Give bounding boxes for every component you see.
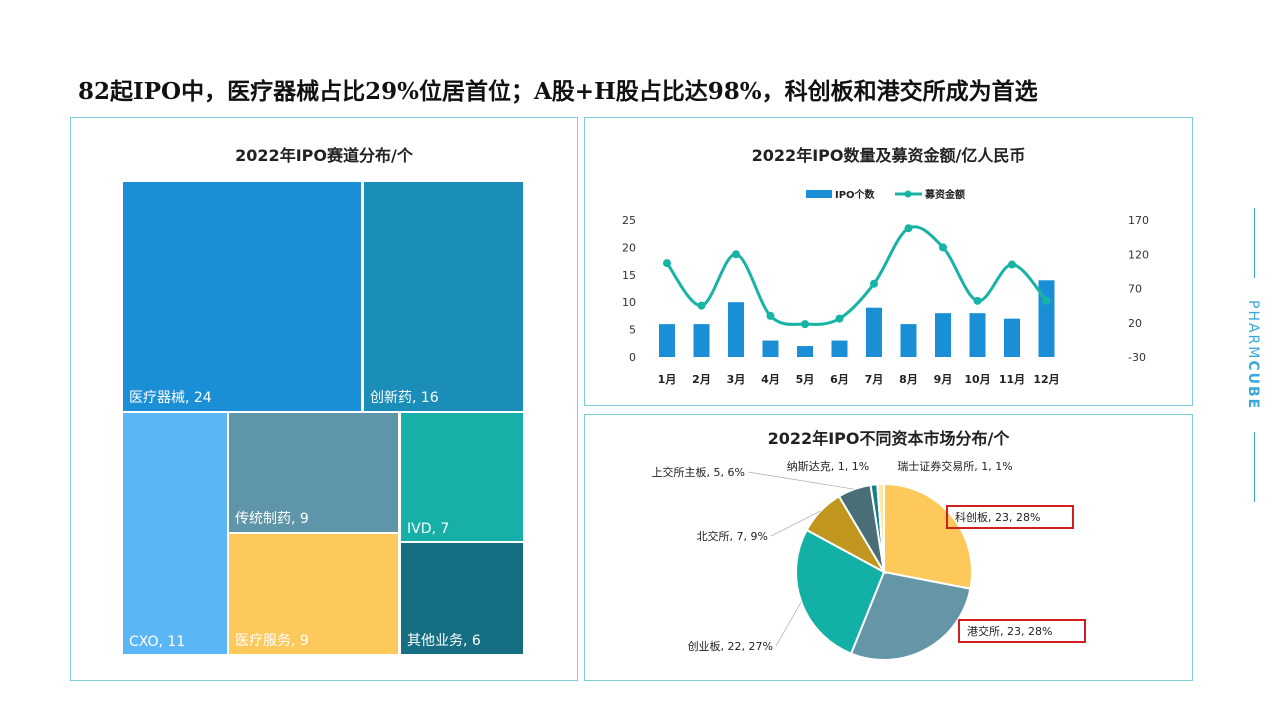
leader-line: [770, 510, 821, 537]
bar: [900, 324, 917, 357]
treemap-tile: 医疗器械, 24: [123, 182, 361, 411]
line-point: [1042, 296, 1051, 305]
line-point: [973, 296, 982, 305]
x-axis-tick: 9月: [934, 373, 953, 386]
x-axis-tick: 4月: [761, 373, 780, 386]
line-point: [870, 279, 878, 288]
treemap-tile: 其他业务, 6: [401, 543, 523, 654]
x-axis-tick: 1月: [658, 373, 677, 386]
bar-line-title: 2022年IPO数量及募资金额/亿人民币: [751, 146, 1026, 165]
bar: [831, 340, 848, 357]
left-axis-tick: 10: [622, 296, 636, 309]
x-axis-tick: 6月: [830, 373, 849, 386]
right-axis-tick: 70: [1128, 283, 1142, 296]
left-axis-tick: 15: [622, 269, 636, 282]
right-axis-tick: 20: [1128, 317, 1142, 330]
x-axis-tick: 7月: [865, 373, 884, 386]
brand-logo: PHARMCUBE: [1245, 300, 1261, 411]
pie-label: 北交所, 7, 9%: [697, 529, 768, 543]
line-point: [766, 311, 775, 320]
line-point: [801, 320, 809, 329]
page-title: 82起IPO中，医疗器械占比29%位居首位；A股+H股占比达98%，科创板和港交…: [78, 78, 1038, 105]
x-axis-tick: 3月: [727, 373, 746, 386]
right-axis-tick: -30: [1128, 351, 1146, 364]
treemap-tile: 传统制药, 9: [229, 413, 398, 532]
bar: [659, 324, 675, 357]
brand-line-bottom: [1254, 432, 1255, 502]
treemap-tile: 创新药, 16: [364, 182, 523, 411]
x-axis-tick: 8月: [899, 373, 918, 386]
legend-line-marker: [904, 190, 912, 198]
bar: [693, 324, 710, 357]
bar: [1004, 318, 1020, 357]
pie-label: 创业板, 22, 27%: [688, 639, 773, 653]
x-axis-tick: 2月: [692, 373, 711, 386]
highlight-box: [958, 619, 1086, 643]
right-axis-tick: 170: [1128, 214, 1149, 227]
treemap-tile: IVD, 7: [401, 413, 523, 541]
brand-line-top: [1254, 208, 1255, 278]
x-axis-tick: 11月: [999, 373, 1025, 386]
left-axis-tick: 0: [629, 351, 636, 364]
leader-line: [747, 471, 855, 490]
line-point: [732, 250, 740, 259]
bar: [935, 313, 951, 357]
left-axis-tick: 20: [622, 241, 636, 254]
left-axis-tick: 25: [622, 214, 636, 227]
treemap-tile: CXO, 11: [123, 413, 227, 654]
line-point: [1008, 260, 1016, 269]
pie-label: 纳斯达克, 1, 1%: [787, 460, 869, 473]
pie-slice: [849, 570, 972, 661]
pie-label: 港交所, 23, 28%: [967, 624, 1052, 638]
line-point: [904, 224, 913, 233]
bar: [762, 340, 779, 357]
line-point: [663, 259, 671, 268]
pie-label: 上交所主板, 5, 6%: [652, 465, 745, 479]
pie-panel: 2022年IPO不同资本市场分布/个: [584, 414, 1193, 681]
right-axis-tick: 120: [1128, 248, 1149, 261]
left-axis-tick: 5: [629, 324, 636, 337]
pie-slice: [876, 482, 885, 573]
legend-bar-label: IPO个数: [835, 188, 876, 201]
line-point: [835, 314, 844, 323]
treemap-tile: 医疗服务, 9: [229, 534, 398, 654]
pie-slice: [883, 482, 973, 590]
bar: [969, 313, 986, 357]
bar-line-panel: 2022年IPO数量及募资金额/亿人民币: [584, 117, 1193, 406]
treemap-title: 2022年IPO赛道分布/个: [235, 146, 413, 165]
highlight-box: [946, 505, 1074, 529]
pie-label: 瑞士证券交易所, 1, 1%: [897, 459, 1012, 473]
legend-bar-swatch: [806, 190, 832, 198]
line-point: [697, 301, 706, 310]
line-series: [665, 225, 1048, 326]
treemap-panel: 2022年IPO赛道分布/个: [70, 117, 578, 681]
bar: [728, 302, 744, 357]
pie-title: 2022年IPO不同资本市场分布/个: [767, 429, 1010, 448]
bar: [797, 346, 813, 357]
x-axis-tick: 5月: [796, 373, 815, 386]
line-point: [939, 243, 947, 252]
legend-line-label: 募资金额: [924, 188, 965, 201]
x-axis-tick: 12月: [1033, 373, 1059, 386]
leader-line: [775, 601, 802, 647]
bar: [866, 307, 882, 357]
bar: [1038, 280, 1055, 357]
x-axis-tick: 10月: [964, 373, 990, 386]
pie-label: 科创板, 23, 28%: [955, 510, 1040, 524]
